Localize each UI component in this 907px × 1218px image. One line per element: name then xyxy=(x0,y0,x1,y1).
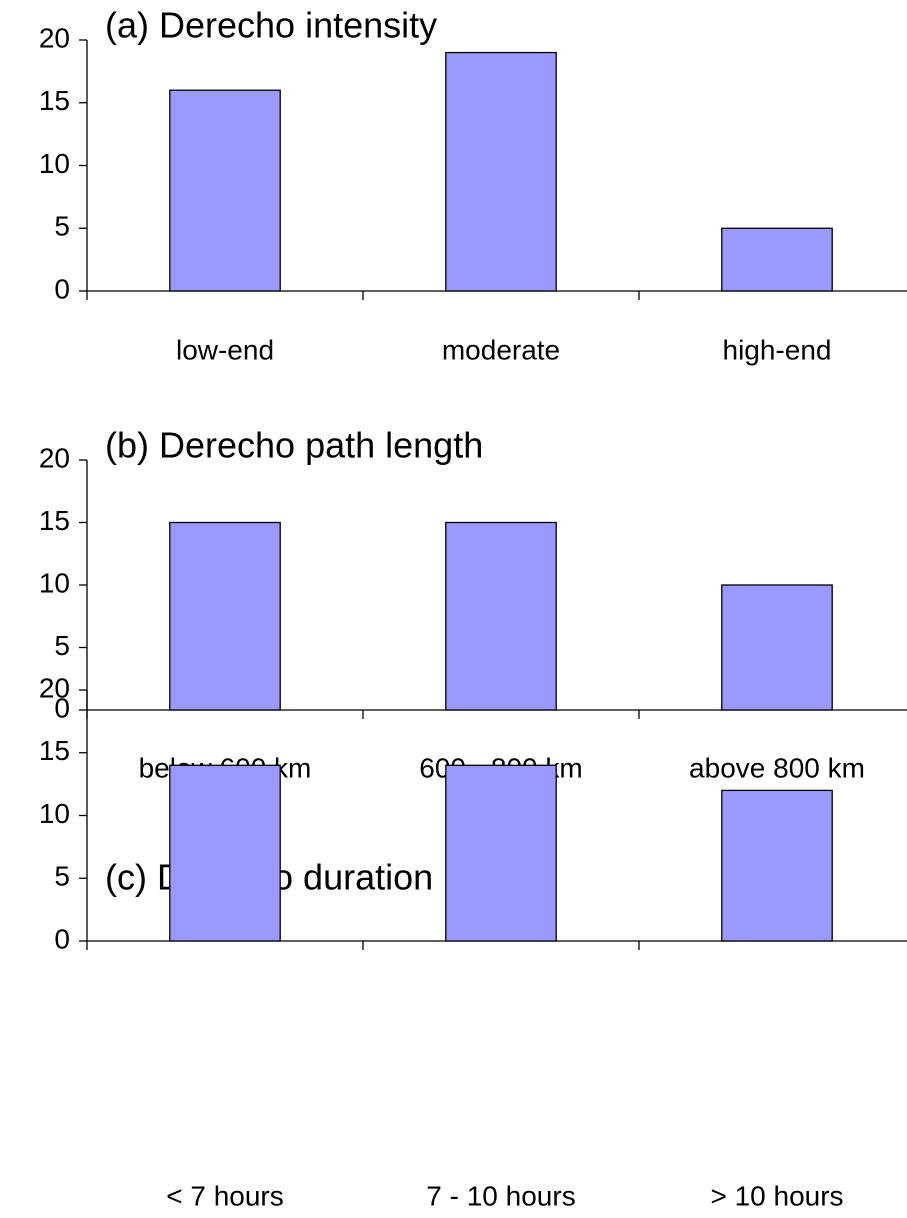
x-tick-label: above 800 km xyxy=(689,752,865,783)
y-tick-label: 5 xyxy=(54,861,70,892)
y-tick-label: 0 xyxy=(54,692,70,723)
y-tick-label: 0 xyxy=(54,273,70,304)
y-tick-label: 20 xyxy=(39,672,70,703)
x-tick-label: low-end xyxy=(176,334,274,365)
chart-title: (b) Derecho path length xyxy=(105,425,483,466)
y-tick-label: 10 xyxy=(39,798,70,829)
x-tick-label: > 10 hours xyxy=(710,1180,843,1211)
bar xyxy=(169,764,281,942)
y-tick-label: 15 xyxy=(39,85,70,116)
bar xyxy=(721,227,833,292)
y-tick-label: 10 xyxy=(39,148,70,179)
y-tick-label: 15 xyxy=(39,505,70,536)
x-tick-label: high-end xyxy=(723,334,832,365)
x-tick-label: moderate xyxy=(442,334,560,365)
y-tick-label: 5 xyxy=(54,630,70,661)
bar xyxy=(169,89,281,292)
y-tick-label: 0 xyxy=(54,923,70,954)
bar xyxy=(721,789,833,942)
y-tick-label: 10 xyxy=(39,567,70,598)
y-tick-label: 20 xyxy=(39,442,70,473)
bar xyxy=(169,521,281,711)
chart-title: (a) Derecho intensity xyxy=(105,5,437,46)
bar xyxy=(721,584,833,711)
x-tick-label: < 7 hours xyxy=(166,1180,284,1211)
bar xyxy=(445,51,557,292)
bar xyxy=(445,521,557,711)
bar xyxy=(445,764,557,942)
y-tick-label: 15 xyxy=(39,735,70,766)
y-tick-label: 5 xyxy=(54,211,70,242)
x-tick-label: 7 - 10 hours xyxy=(426,1180,575,1211)
y-tick-label: 20 xyxy=(39,22,70,53)
